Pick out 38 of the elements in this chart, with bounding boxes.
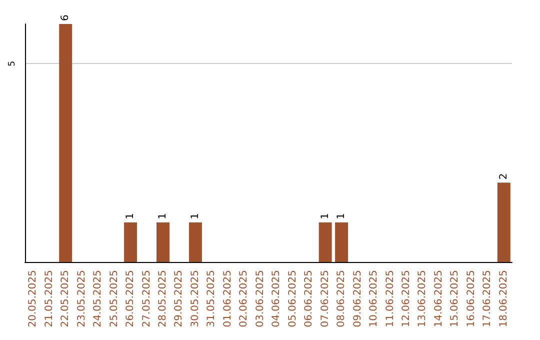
x-tick-label: 02.06.2025 xyxy=(238,270,250,328)
data-label: 1 xyxy=(190,212,201,220)
data-label: 1 xyxy=(157,212,168,220)
x-tick-label: 06.06.2025 xyxy=(304,270,315,328)
x-tick-label: 15.06.2025 xyxy=(450,270,461,328)
x-tick-label: 29.05.2025 xyxy=(174,270,185,328)
x-tick-label: 07.06.2025 xyxy=(320,270,331,328)
y-tick-label: 5 xyxy=(8,60,18,67)
x-tick-label: 18.06.2025 xyxy=(498,270,510,328)
x-tick-label: 04.06.2025 xyxy=(271,270,282,328)
x-tick-label: 09.06.2025 xyxy=(352,270,364,328)
x-tick-label: 08.06.2025 xyxy=(336,270,348,328)
x-tick-label: 10.06.2025 xyxy=(368,270,380,328)
x-tick-label: 16.06.2025 xyxy=(466,270,477,328)
x-tick-label: 20.05.2025 xyxy=(28,270,39,328)
x-tick-label: 22.05.2025 xyxy=(60,270,72,328)
data-label: 2 xyxy=(498,173,510,180)
x-tick-label: 11.06.2025 xyxy=(384,270,396,328)
x-tick-label: 23.05.2025 xyxy=(76,270,88,328)
x-tick-label: 26.05.2025 xyxy=(125,270,136,328)
x-tick-label: 12.06.2025 xyxy=(400,270,412,328)
x-tick-label: 28.05.2025 xyxy=(157,270,168,328)
x-tick-label: 13.06.2025 xyxy=(417,270,428,328)
x-tick-label: 25.05.2025 xyxy=(108,270,120,328)
data-label: 1 xyxy=(336,212,348,220)
data-label: 1 xyxy=(125,212,136,220)
data-label: 1 xyxy=(320,212,331,220)
x-tick-label: 31.05.2025 xyxy=(206,270,218,328)
x-tick-label: 27.05.2025 xyxy=(141,270,152,328)
x-tick-label: 21.05.2025 xyxy=(44,270,55,328)
x-tick-label: 03.06.2025 xyxy=(254,270,266,328)
x-tick-label: 01.06.2025 xyxy=(222,270,234,328)
x-tick-label: 14.06.2025 xyxy=(433,270,444,328)
x-tick-label: 24.05.2025 xyxy=(92,270,104,328)
x-tick-label: 17.06.2025 xyxy=(482,270,494,328)
data-label: 6 xyxy=(60,14,72,21)
x-tick-label: 30.05.2025 xyxy=(190,270,201,328)
x-tick-label: 05.06.2025 xyxy=(287,270,298,328)
